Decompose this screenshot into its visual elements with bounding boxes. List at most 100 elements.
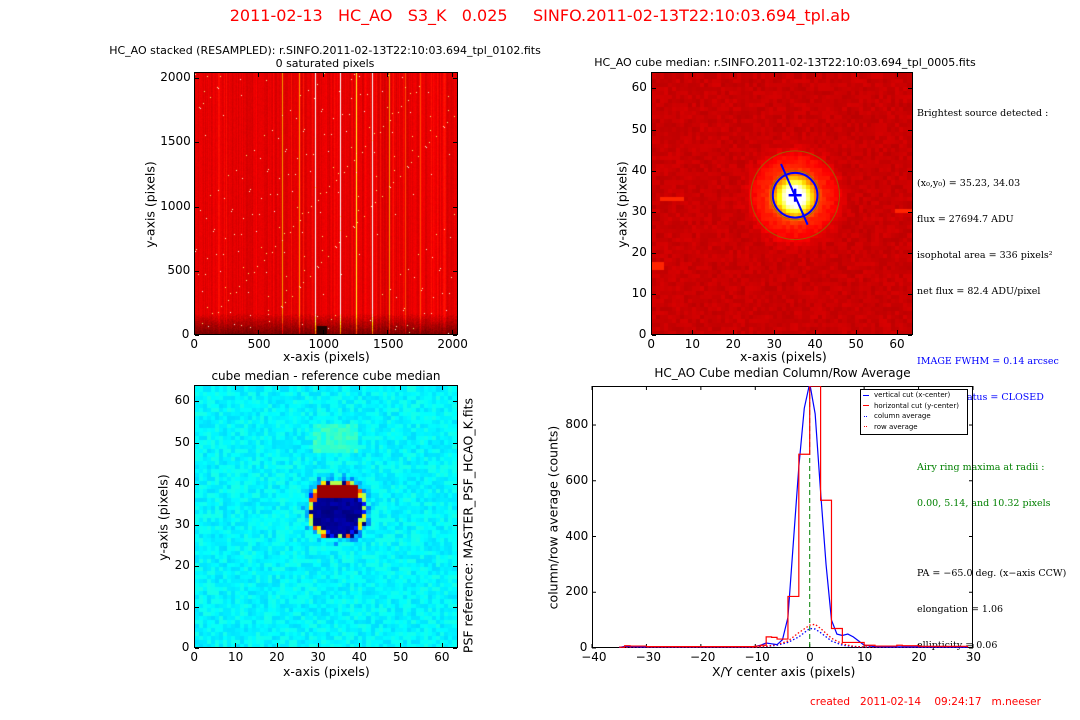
x-tick-mark: [896, 73, 898, 77]
y-tick-mark: [195, 142, 199, 144]
y-tick-mark: [453, 606, 457, 608]
x-tick-mark: [451, 73, 453, 77]
x-tick-mark: [387, 330, 389, 334]
y-tick-mark: [195, 401, 199, 403]
line-plot-ylabel: column/row average (counts): [545, 425, 561, 610]
series-row-average: [619, 623, 968, 648]
x-tick-label: 1500: [372, 337, 404, 351]
legend-swatch: [864, 415, 867, 417]
x-tick-mark: [387, 73, 389, 77]
x-tick-mark: [691, 330, 693, 334]
x-tick-label: 50: [393, 650, 409, 664]
difference-map-ylabel: y-axis (pixels): [155, 474, 171, 561]
x-tick-label: −40: [581, 650, 607, 664]
legend-swatch: [863, 405, 869, 407]
y-tick-mark: [195, 565, 199, 567]
x-tick-mark: [359, 386, 360, 390]
y-tick-mark: [908, 293, 912, 295]
info-centroid: (x₀,y₀) = 35.23, 34.03: [917, 178, 1021, 189]
y-tick-mark: [652, 293, 656, 295]
y-tick-mark: [652, 88, 656, 90]
y-tick-mark: [453, 206, 457, 208]
y-tick-mark: [652, 211, 656, 213]
y-tick-mark: [908, 170, 912, 172]
cube-median-overlay: [750, 150, 840, 241]
figure-suptitle: 2011-02-13 HC_AO S3_K 0.025 SINFO.2011-0…: [229, 6, 851, 25]
x-tick-label: 500: [247, 337, 271, 351]
line-plot-legend: vertical cut (x-center) horizontal cut (…: [860, 389, 968, 435]
y-tick-mark: [908, 129, 912, 131]
legend-entry-vertical-cut: vertical cut (x-center): [861, 390, 967, 401]
series-column-average: [619, 627, 968, 648]
y-tick-mark: [453, 78, 457, 80]
difference-map-title: cube median - reference cube median: [211, 369, 441, 383]
x-tick-mark: [317, 643, 319, 647]
creation-footer: created 2011-02-14 09:24:17 m.neeser: [810, 696, 1041, 708]
x-tick-mark: [235, 643, 237, 647]
cube-median-xlabel: x-axis (pixels): [740, 349, 827, 364]
legend-entry-horizontal-cut: horizontal cut (y-center): [861, 401, 967, 412]
x-tick-label: 30: [310, 650, 326, 664]
x-tick-label: 0: [190, 650, 199, 664]
x-tick-mark: [276, 643, 278, 647]
y-tick-mark: [908, 88, 912, 90]
info-elongation: elongation = 1.06: [917, 604, 1004, 615]
x-tick-label: 0: [806, 650, 814, 664]
y-tick-label: 2000: [160, 70, 191, 85]
difference-map-image: [194, 385, 458, 648]
x-tick-mark: [194, 386, 195, 390]
y-tick-mark: [195, 442, 199, 444]
stacked-frame-image: [194, 72, 458, 335]
x-tick-mark: [814, 330, 816, 334]
x-tick-mark: [773, 330, 775, 334]
airy-ring: [770, 170, 821, 221]
legend-swatch: [863, 394, 869, 396]
y-tick-label: 20: [174, 557, 190, 572]
x-tick-mark: [441, 386, 443, 390]
info-ellipticity: ellipticity = 0.06: [917, 640, 998, 651]
y-tick-mark: [453, 335, 457, 336]
x-tick-mark: [855, 73, 857, 77]
x-tick-label: 20: [911, 650, 927, 664]
x-tick-label: 30: [766, 337, 782, 351]
info-heading: Brightest source detected :: [917, 108, 1049, 119]
series-horizontal-cut-y-center: [619, 386, 969, 648]
y-tick-label: 1000: [160, 198, 191, 213]
x-tick-mark: [322, 330, 324, 334]
y-tick-mark: [908, 252, 912, 254]
legend-swatch: [864, 426, 867, 428]
line-plot-title: HC_AO Cube median Column/Row Average: [654, 366, 911, 380]
y-tick-mark: [195, 524, 199, 526]
x-tick-mark: [691, 73, 693, 77]
info-airy-radii: 0.00, 5.14, and 10.32 pixels: [917, 498, 1051, 509]
x-tick-label: 60: [889, 337, 905, 351]
difference-map-xlabel: x-axis (pixels): [283, 664, 370, 679]
stacked-frame-title: HC_AO stacked (RESAMPLED): r.SINFO.2011-…: [109, 44, 541, 70]
y-tick-mark: [453, 401, 457, 403]
y-tick-mark: [195, 78, 199, 80]
x-tick-label: 10: [684, 337, 701, 351]
x-tick-label: −30: [635, 650, 661, 664]
y-tick-mark: [195, 270, 199, 272]
y-tick-label: 1500: [160, 134, 191, 149]
y-tick-mark: [195, 606, 199, 608]
y-tick-label: 0: [638, 327, 647, 341]
line-plot-xlabel: X/Y center axis (pixels): [712, 664, 856, 679]
info-isophotal-area: isophotal area = 336 pixels²: [917, 250, 1053, 261]
y-tick-label: 40: [174, 475, 190, 490]
x-tick-mark: [359, 643, 360, 647]
y-tick-mark: [453, 142, 457, 144]
y-tick-label: 30: [174, 516, 190, 531]
x-tick-label: 40: [351, 650, 368, 664]
cube-median-title: HC_AO cube median: r.SINFO.2011-02-13T22…: [594, 56, 976, 69]
x-tick-mark: [651, 73, 652, 77]
cube-median-canvas: [652, 73, 912, 334]
y-tick-label: 800: [565, 417, 589, 432]
x-tick-mark: [258, 330, 260, 334]
y-tick-label: 30: [631, 203, 647, 218]
info-net-flux: net flux = 82.4 ADU/pixel: [917, 286, 1041, 297]
legend-entry-row-average: row average: [861, 422, 967, 433]
y-tick-label: 60: [174, 393, 190, 408]
y-tick-label: 500: [167, 262, 191, 277]
y-tick-label: 0: [579, 640, 588, 654]
